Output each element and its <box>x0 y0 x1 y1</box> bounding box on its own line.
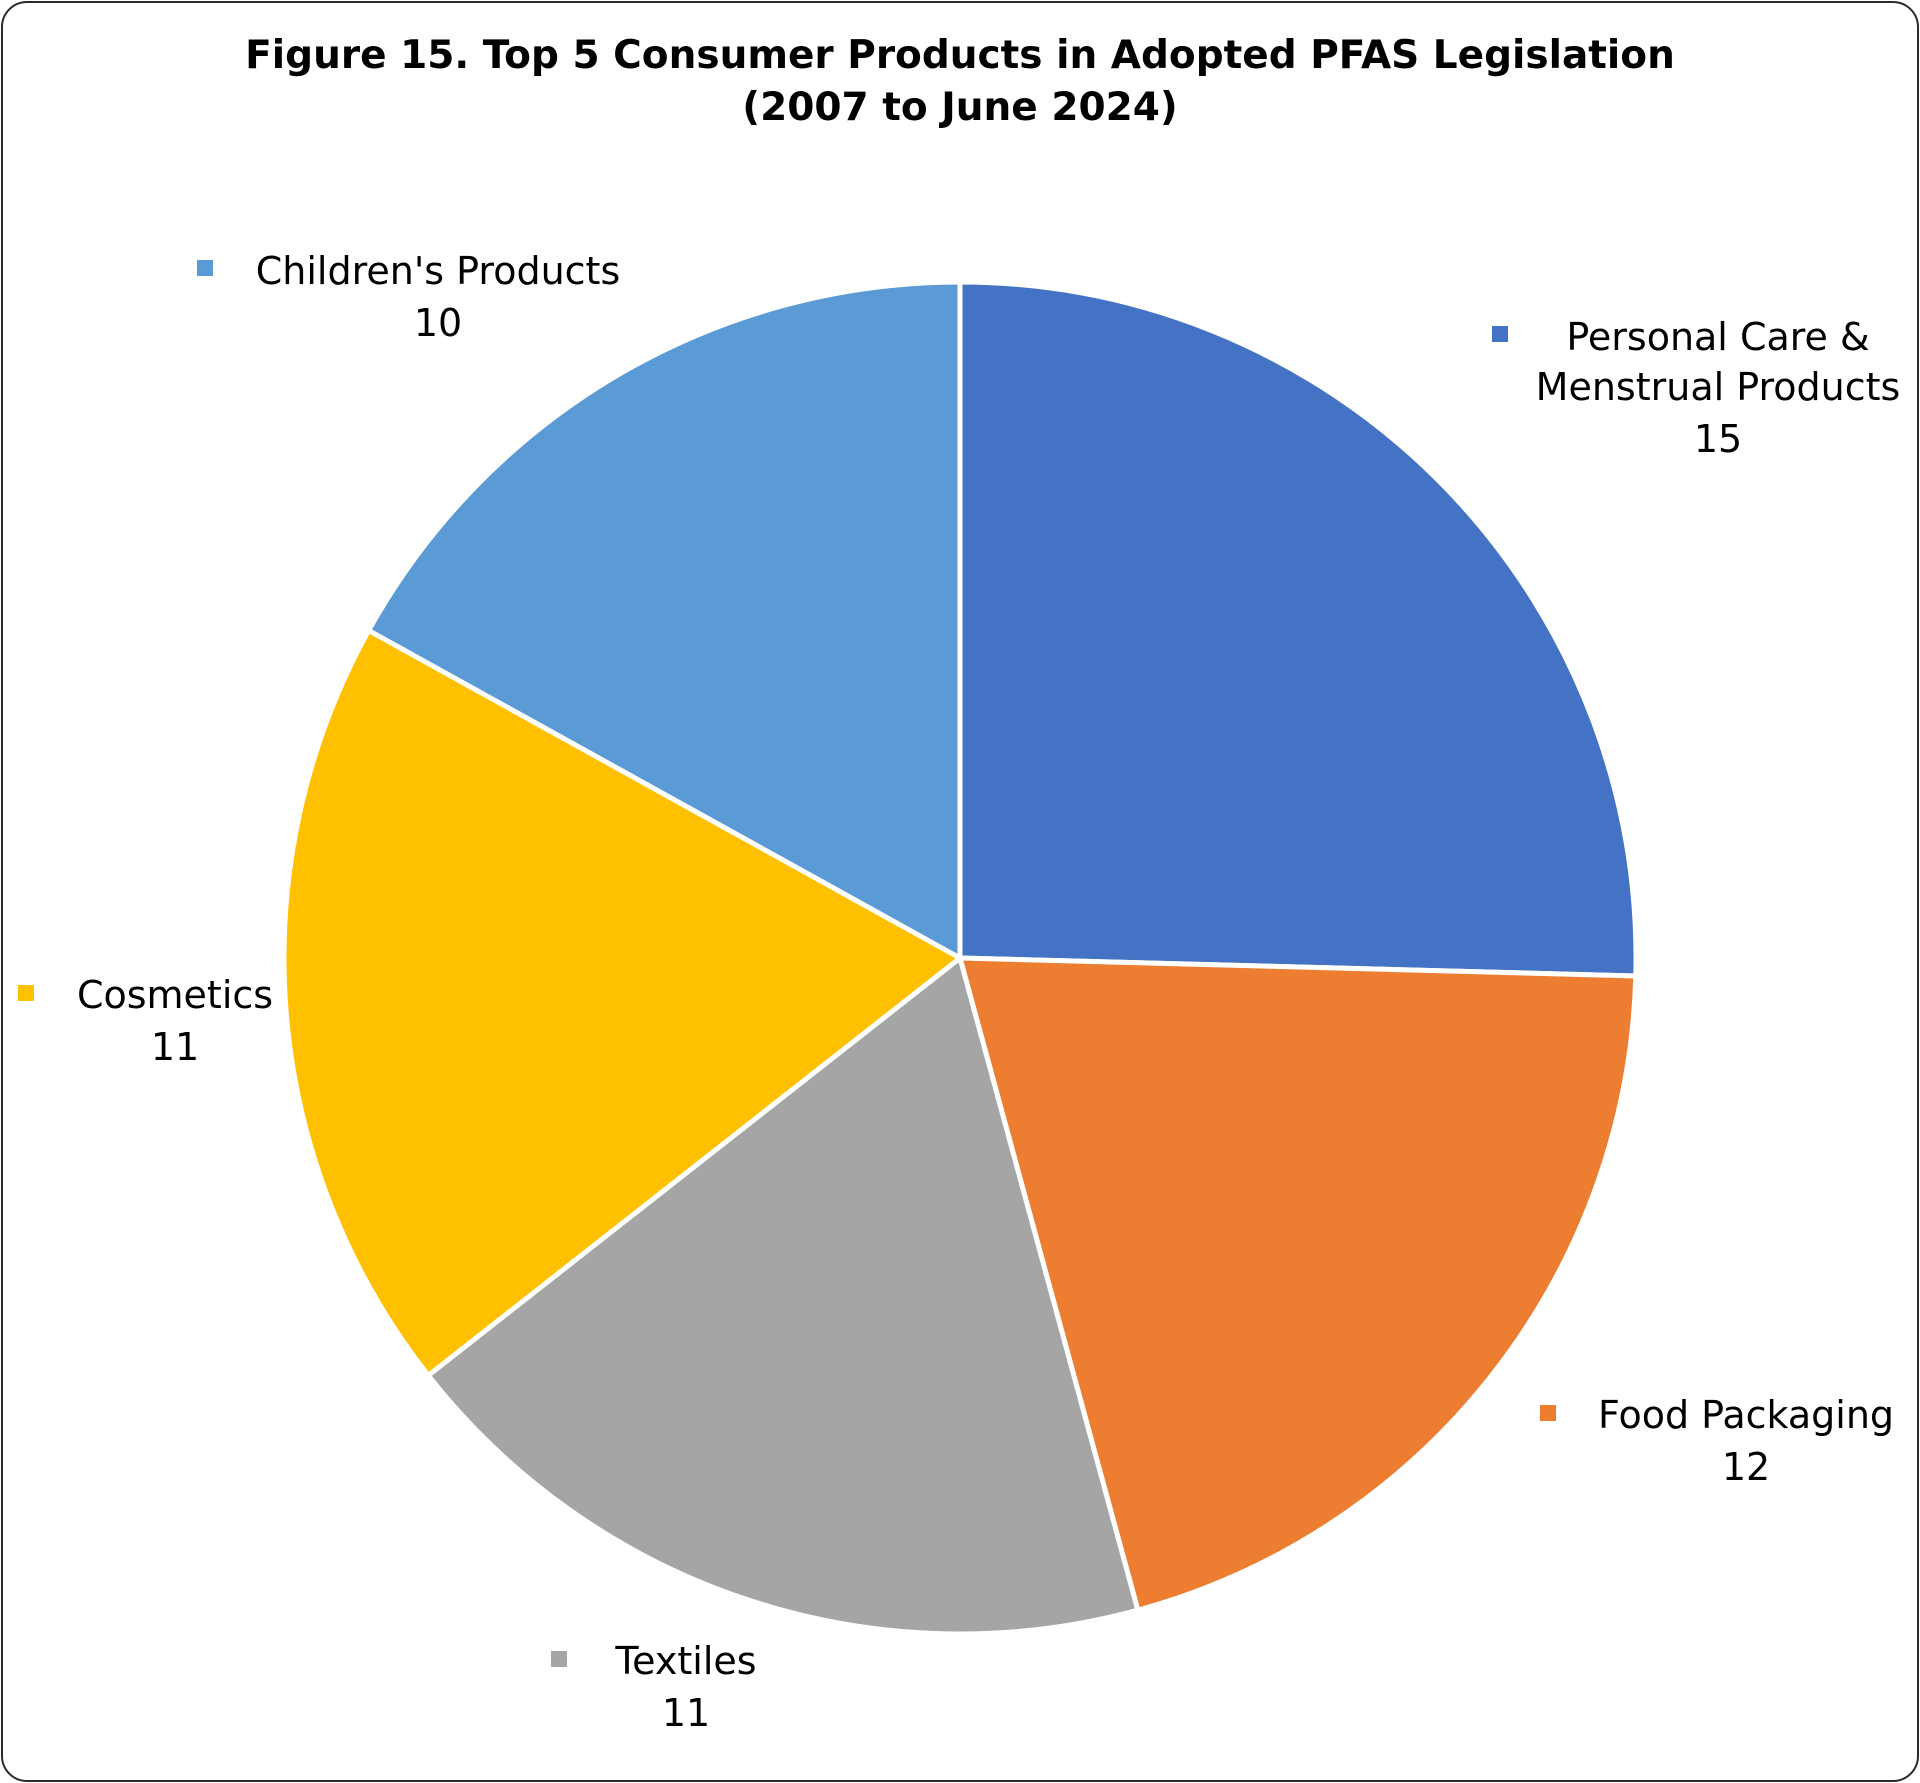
data-label-personal-care-menstrual-products: Personal Care & Menstrual Products 15 <box>1492 315 1900 461</box>
slice-value-personal-care-menstrual-products: 15 <box>1694 417 1742 461</box>
chart-title: Figure 15. Top 5 Consumer Products in Ad… <box>0 30 1920 134</box>
slice-value-textiles: 11 <box>662 1691 710 1735</box>
slice-value-cosmetics: 11 <box>151 1025 199 1069</box>
slice-label-cosmetics-line-1: Cosmetics <box>77 973 273 1017</box>
slice-value-food-packaging: 12 <box>1722 1445 1770 1489</box>
legend-marker-food-packaging <box>1540 1405 1556 1421</box>
pie-slice-cosmetics <box>281 627 963 1378</box>
legend-marker-cosmetics <box>18 985 34 1001</box>
slice-value-children-s-products: 10 <box>414 301 462 345</box>
legend-marker-personal-care-menstrual-products <box>1492 326 1508 342</box>
pie-slice-textiles <box>425 955 1141 1637</box>
pie-slice-children-s-products <box>366 279 963 961</box>
data-label-children-s-products: Children's Products 10 <box>197 249 620 345</box>
slice-label-personal-care-menstrual-products-line-1: Personal Care & <box>1566 315 1869 359</box>
pie-slice-food-packaging <box>957 955 1639 1613</box>
slice-label-personal-care-menstrual-products-line-2: Menstrual Products <box>1536 365 1901 409</box>
data-label-cosmetics: Cosmetics 11 <box>18 973 273 1069</box>
chart-title-line-1: Figure 15. Top 5 Consumer Products in Ad… <box>245 33 1675 78</box>
data-label-food-packaging: Food Packaging 12 <box>1540 1393 1894 1489</box>
legend-marker-textiles <box>551 1651 567 1667</box>
legend-marker-children-s-products <box>197 260 213 276</box>
slice-label-food-packaging-line-1: Food Packaging <box>1598 1393 1894 1437</box>
data-label-textiles: Textiles 11 <box>551 1639 757 1735</box>
pie-slice-personal-care-menstrual-products <box>957 279 1639 979</box>
slice-label-children-s-products-line-1: Children's Products <box>256 249 621 293</box>
chart-title-line-2: (2007 to June 2024) <box>742 85 1178 130</box>
slice-label-textiles-line-1: Textiles <box>614 1639 756 1683</box>
